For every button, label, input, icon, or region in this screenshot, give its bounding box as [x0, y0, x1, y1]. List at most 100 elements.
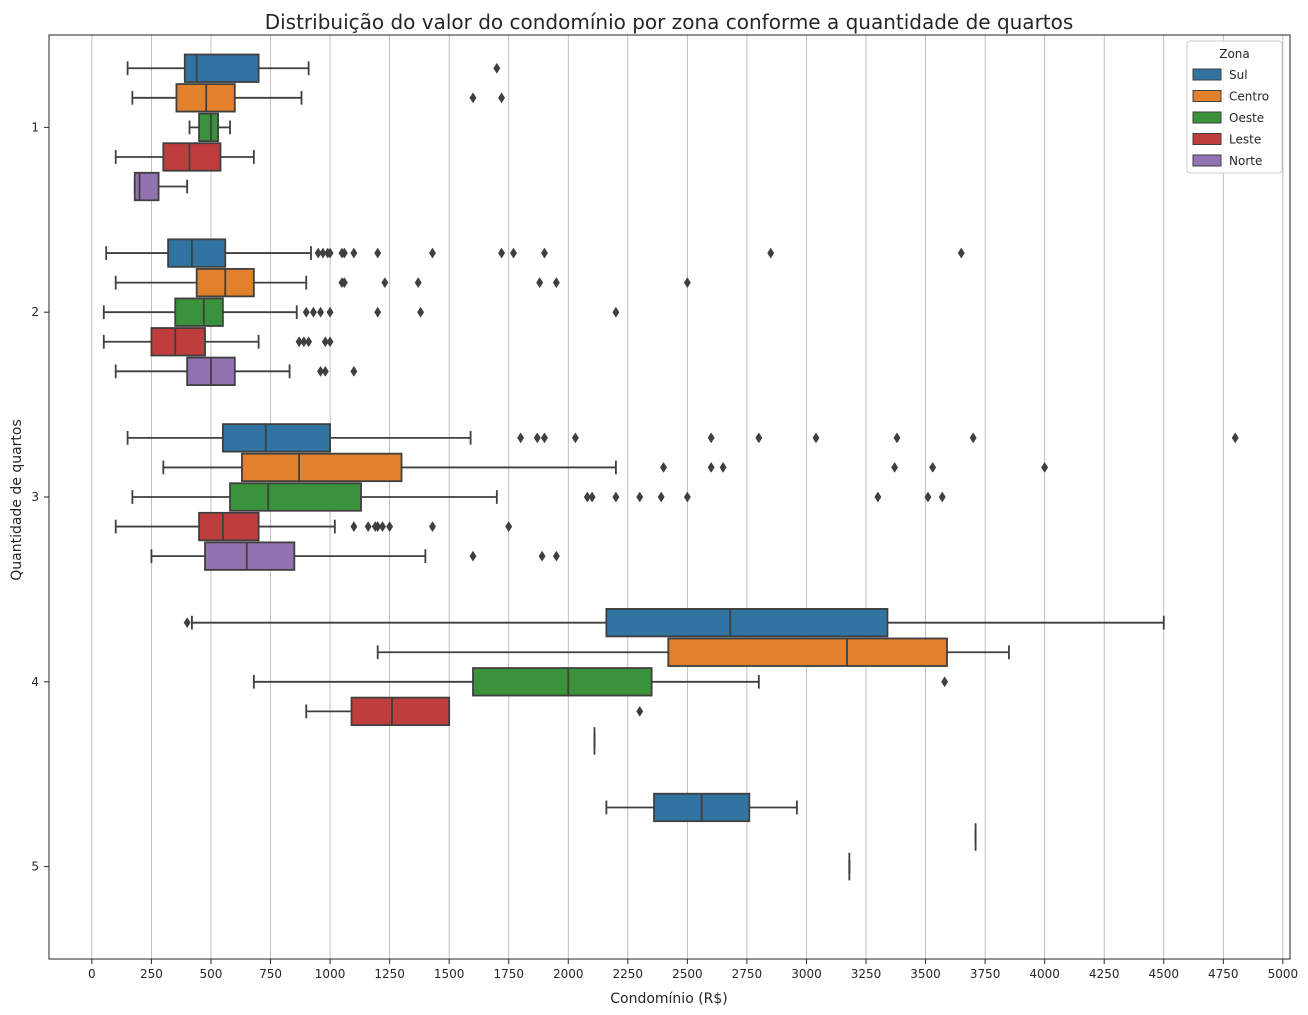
outlier-point — [612, 306, 620, 318]
x-tick-label: 250 — [140, 967, 163, 981]
outlier-point — [498, 92, 506, 104]
outlier-point — [812, 432, 820, 444]
y-axis-label: Quantidade de quartos — [9, 419, 25, 581]
x-tick-label: 500 — [200, 967, 223, 981]
x-tick-label: 5000 — [1268, 967, 1299, 981]
x-tick-label: 1000 — [315, 967, 346, 981]
outlier-point — [874, 491, 882, 503]
outlier-point — [929, 461, 937, 473]
x-axis-label: Condomínio (R$) — [610, 991, 728, 1007]
outlier-point — [469, 550, 477, 562]
box-iqr — [667, 637, 948, 667]
x-tick-label: 4750 — [1208, 967, 1239, 981]
outlier-point — [469, 92, 477, 104]
box-sul-1 — [126, 53, 501, 83]
x-tick-label: 4000 — [1029, 967, 1060, 981]
x-tick-label: 2000 — [553, 967, 584, 981]
outlier-point — [417, 306, 425, 318]
outlier-point — [533, 432, 541, 444]
outlier-point — [540, 247, 548, 259]
outlier-point — [319, 247, 327, 259]
box-centro-2 — [114, 267, 691, 298]
outlier-point — [374, 247, 382, 259]
outlier-point — [183, 617, 191, 629]
outlier-point — [386, 521, 394, 533]
legend-item-centro: Centro — [1192, 90, 1269, 104]
box-sul-4 — [183, 608, 1165, 638]
outlier-point — [660, 461, 668, 473]
x-axis-ticks: 0 250 500 750 1000 1250 1500 1750 2000 2250 2500 27… — [88, 959, 1298, 981]
series-oeste — [102, 112, 949, 881]
box-leste-1 — [114, 142, 255, 172]
outlier-point — [636, 491, 644, 503]
outlier-point — [378, 521, 386, 533]
box-iqr — [605, 608, 889, 638]
series-sul — [105, 53, 1239, 823]
outlier-point — [509, 247, 517, 259]
x-tick-label: 2500 — [672, 967, 703, 981]
box-centro-3 — [162, 452, 1049, 483]
legend-item-norte: Norte — [1192, 154, 1262, 168]
box-iqr — [350, 696, 451, 727]
box-sul-2 — [105, 238, 965, 268]
outlier-point — [428, 521, 436, 533]
outlier-point — [374, 306, 382, 318]
outlier-point — [552, 277, 560, 289]
outlier-point — [493, 62, 501, 74]
legend-swatch — [1192, 68, 1222, 81]
legend-label: Sul — [1229, 68, 1248, 82]
legend-swatch — [1192, 90, 1222, 102]
box-oeste-3 — [131, 482, 946, 512]
box-norte-1 — [133, 171, 189, 202]
outlier-point — [340, 277, 348, 289]
box-leste-4 — [305, 696, 644, 727]
box-oeste-2 — [102, 297, 620, 327]
outlier-point — [326, 247, 334, 259]
legend-swatch — [1192, 111, 1222, 124]
outlier-point — [657, 491, 665, 503]
box-iqr — [198, 511, 260, 542]
legend-label: Leste — [1229, 133, 1261, 147]
box-iqr — [221, 423, 331, 453]
outlier-point — [517, 432, 525, 444]
outlier-point — [957, 247, 965, 259]
x-tick-label: 3750 — [970, 967, 1001, 981]
box-iqr — [241, 452, 403, 483]
outlier-point — [295, 336, 303, 348]
outlier-point — [536, 277, 544, 289]
outlier-point — [893, 432, 901, 444]
series-leste — [102, 142, 644, 727]
legend-swatch — [1192, 154, 1222, 167]
x-tick-label: 2250 — [613, 967, 644, 981]
outlier-point — [767, 247, 775, 259]
box-centro-4 — [376, 637, 1010, 667]
box-iqr — [472, 667, 653, 697]
box-iqr — [167, 238, 227, 268]
outlier-point — [505, 521, 513, 533]
box-iqr — [174, 297, 224, 327]
outlier-point — [924, 491, 932, 503]
legend-title: Zona — [1219, 47, 1250, 61]
outlier-point — [326, 336, 334, 348]
outlier-point — [300, 336, 308, 348]
box-sul-5 — [605, 792, 798, 823]
outlier-point — [538, 550, 546, 562]
outlier-point — [683, 277, 691, 289]
y-tick-label: 4 — [31, 675, 39, 689]
outlier-point — [340, 247, 348, 259]
x-tick-label: 4250 — [1089, 967, 1120, 981]
outlier-point — [719, 461, 727, 473]
box-norte-2 — [114, 356, 358, 386]
outlier-point — [321, 365, 329, 377]
outlier-point — [350, 365, 358, 377]
y-axis-ticks: 1 2 3 4 5 — [31, 120, 49, 874]
legend: Zona Sul Centro Oeste Leste Norte — [1186, 40, 1283, 174]
outlier-point — [309, 306, 317, 318]
legend-label: Centro — [1229, 90, 1269, 104]
box-sul-3 — [126, 423, 1239, 453]
x-tick-label: 4500 — [1148, 967, 1179, 981]
box-oeste-4 — [252, 667, 949, 697]
outlier-point — [364, 521, 372, 533]
box-centro-1 — [131, 83, 506, 113]
